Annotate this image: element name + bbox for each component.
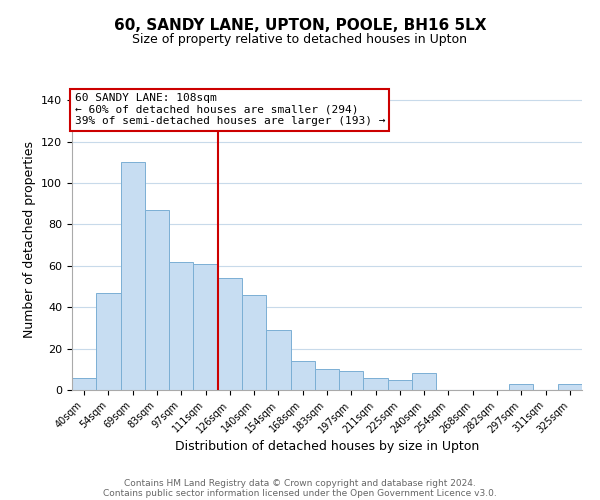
Bar — [339, 372, 364, 390]
X-axis label: Distribution of detached houses by size in Upton: Distribution of detached houses by size … — [175, 440, 479, 454]
Bar — [145, 210, 169, 390]
Bar — [509, 384, 533, 390]
Bar — [96, 293, 121, 390]
Text: Contains public sector information licensed under the Open Government Licence v3: Contains public sector information licen… — [103, 488, 497, 498]
Bar — [266, 330, 290, 390]
Bar — [72, 378, 96, 390]
Bar — [364, 378, 388, 390]
Text: 60 SANDY LANE: 108sqm
← 60% of detached houses are smaller (294)
39% of semi-det: 60 SANDY LANE: 108sqm ← 60% of detached … — [74, 93, 385, 126]
Text: Size of property relative to detached houses in Upton: Size of property relative to detached ho… — [133, 32, 467, 46]
Bar — [121, 162, 145, 390]
Bar — [388, 380, 412, 390]
Text: 60, SANDY LANE, UPTON, POOLE, BH16 5LX: 60, SANDY LANE, UPTON, POOLE, BH16 5LX — [114, 18, 486, 32]
Bar — [558, 384, 582, 390]
Bar — [290, 361, 315, 390]
Bar — [412, 374, 436, 390]
Bar — [242, 295, 266, 390]
Bar — [218, 278, 242, 390]
Text: Contains HM Land Registry data © Crown copyright and database right 2024.: Contains HM Land Registry data © Crown c… — [124, 478, 476, 488]
Bar — [315, 370, 339, 390]
Bar — [193, 264, 218, 390]
Y-axis label: Number of detached properties: Number of detached properties — [23, 142, 35, 338]
Bar — [169, 262, 193, 390]
